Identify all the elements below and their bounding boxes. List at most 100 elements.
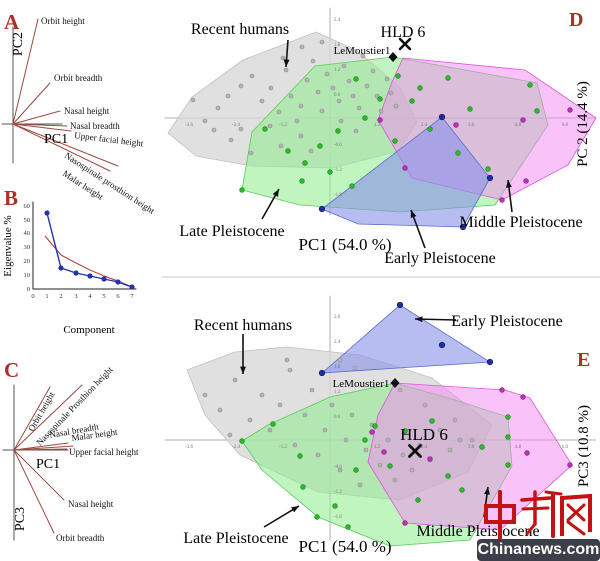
panel-b-letter: B [4, 186, 18, 210]
vector-orbit-height [12, 18, 39, 125]
panel-e-hld6-label: HLD 6 [400, 425, 448, 444]
panel-d-annotation-middle-pleistocene: Middle Pleistocene [459, 214, 582, 231]
watermark-badge: Chinanews.com [477, 539, 600, 561]
xtick: 5 [102, 293, 105, 300]
vector-nasal-breadth [12, 123, 68, 127]
panel-b-x-axis-label: Component [63, 324, 114, 336]
ytick: 2.4 [334, 340, 341, 345]
points-early-pleistocene [318, 301, 494, 377]
ytick: 10 [24, 272, 31, 279]
ytick: 1.8 [334, 43, 341, 48]
arrow-recent-humans [240, 334, 246, 374]
panel-a-letter: A [4, 10, 20, 34]
panel-e-pca-plot: -3.6 -2.4 -1.2 1.2 2.4 3.6 4.8 6.0 3.0 2.4 1.8 1.2 0… [164, 295, 597, 547]
arrow-middle-pleistocene [505, 179, 513, 213]
panel-c-y-axis-label: PC3 [13, 507, 28, 531]
panel-e-annotation-middle-pleistocene: Middle Pleistocene [416, 523, 539, 540]
xtick: 1 [45, 293, 48, 300]
panel-a-y-axis-label: PC2 [11, 32, 26, 56]
xtick: -3.6 [185, 445, 193, 450]
ytick: 30 [24, 244, 31, 251]
panel-a-x-axis-label: PC1 [44, 132, 68, 147]
hld6-marker [408, 444, 422, 458]
label-orbit-breadth: Orbit breadth [56, 533, 105, 543]
xtick: 3.6 [468, 123, 475, 128]
points-late-pleistocene [239, 73, 540, 193]
watermark-chinese-logo [484, 490, 592, 540]
vector-upper-facial-height [13, 448, 68, 451]
hld6-marker [398, 37, 412, 51]
xtick: 6.0 [562, 123, 569, 128]
arrow-late-pleistocene [261, 188, 280, 220]
xtick: 4 [88, 293, 92, 300]
xtick: 4.8 [515, 445, 522, 450]
panel-b-y-axis-label: Eigenvalue % [2, 215, 14, 276]
ytick: 1.2 [334, 390, 341, 395]
points-middle-pleistocene [377, 107, 573, 203]
panel-c-x-axis-label: PC1 [36, 457, 60, 472]
xtick: -2.4 [232, 445, 240, 450]
label-orbit-breadth: Orbit breadth [54, 73, 103, 83]
wm-xin-stroke [544, 490, 563, 496]
ytick: -1.2 [334, 490, 342, 495]
points-recent-humans [190, 39, 399, 156]
ytick: 0 [27, 286, 30, 293]
points-middle-pleistocene [369, 387, 573, 526]
wm-xin-stroke [525, 522, 537, 536]
xtick: 4.8 [515, 123, 522, 128]
panel-e-annotation-recent-humans: Recent humans [194, 317, 292, 334]
vector-upper-facial-height [12, 123, 72, 132]
vector-nasal-height [12, 110, 61, 125]
wm-wang-stroke [566, 520, 586, 536]
xtick: 2.4 [421, 445, 428, 450]
ytick: -1.8 [334, 515, 342, 520]
hull-early-pleistocene [320, 304, 492, 374]
lemoustier1-marker [390, 378, 400, 388]
wm-wang-frame [560, 493, 592, 536]
points-early-pleistocene [318, 113, 494, 231]
xtick: 7 [130, 293, 134, 300]
label-nasal-height: Nasal height [68, 499, 114, 509]
ytick: -1.2 [334, 168, 342, 173]
ytick: 1.2 [334, 68, 341, 73]
label-upper-facial-height: Upper facial height [74, 130, 145, 148]
panel-d-annotation-late-pleistocene: Late Pleistocene [179, 223, 284, 240]
vector-malar-height [12, 123, 111, 172]
wm-zhong-box [484, 504, 516, 524]
panel-d-annotation-early-pleistocene: Early Pleistocene [384, 250, 496, 267]
panel-e-annotation-late-pleistocene: Late Pleistocene [183, 530, 288, 547]
xtick: 6 [116, 293, 120, 300]
arrow-early-pleistocene [414, 316, 457, 323]
panel-e-annotation-early-pleistocene: Early Pleistocene [451, 313, 563, 330]
xtick: 1.2 [374, 123, 381, 128]
points-late-pleistocene [239, 414, 511, 530]
ytick: 50 [24, 217, 31, 224]
ytick: 3.0 [334, 315, 341, 320]
reference-curve [44, 235, 133, 288]
label-nasal-breadth: Nasal breadth [70, 121, 120, 131]
xtick: -1.2 [279, 123, 287, 128]
panel-d-annotation-recent-humans: Recent humans [191, 21, 289, 38]
points-recent-humans [202, 357, 475, 488]
xtick: 6.0 [562, 445, 569, 450]
vector-orbit-breadth [12, 82, 51, 125]
arrow-early-pleistocene [410, 209, 426, 249]
panel-d-y-axis-label: PC 2 (14.4 %) [575, 81, 591, 167]
hull-early-pleistocene [321, 116, 491, 228]
arrow-late-pleistocene [263, 505, 300, 528]
xtick: -2.4 [232, 123, 240, 128]
ytick: 40 [24, 230, 31, 237]
vector-nasospinale-prosthion-height [12, 123, 119, 167]
lemoustier1-marker [388, 52, 398, 62]
ytick: 60 [24, 203, 31, 210]
ytick: 0.6 [334, 415, 341, 420]
panel-c-letter: C [4, 358, 19, 382]
ytick: 2.4 [334, 18, 341, 23]
xtick: 1.2 [374, 445, 381, 450]
vector-nasal-height [13, 449, 65, 501]
xtick: 0 [31, 293, 34, 300]
panel-d-hld6-label: HLD 6 [381, 24, 426, 41]
wm-wang-stroke [566, 503, 586, 522]
ytick: -0.6 [334, 465, 342, 470]
